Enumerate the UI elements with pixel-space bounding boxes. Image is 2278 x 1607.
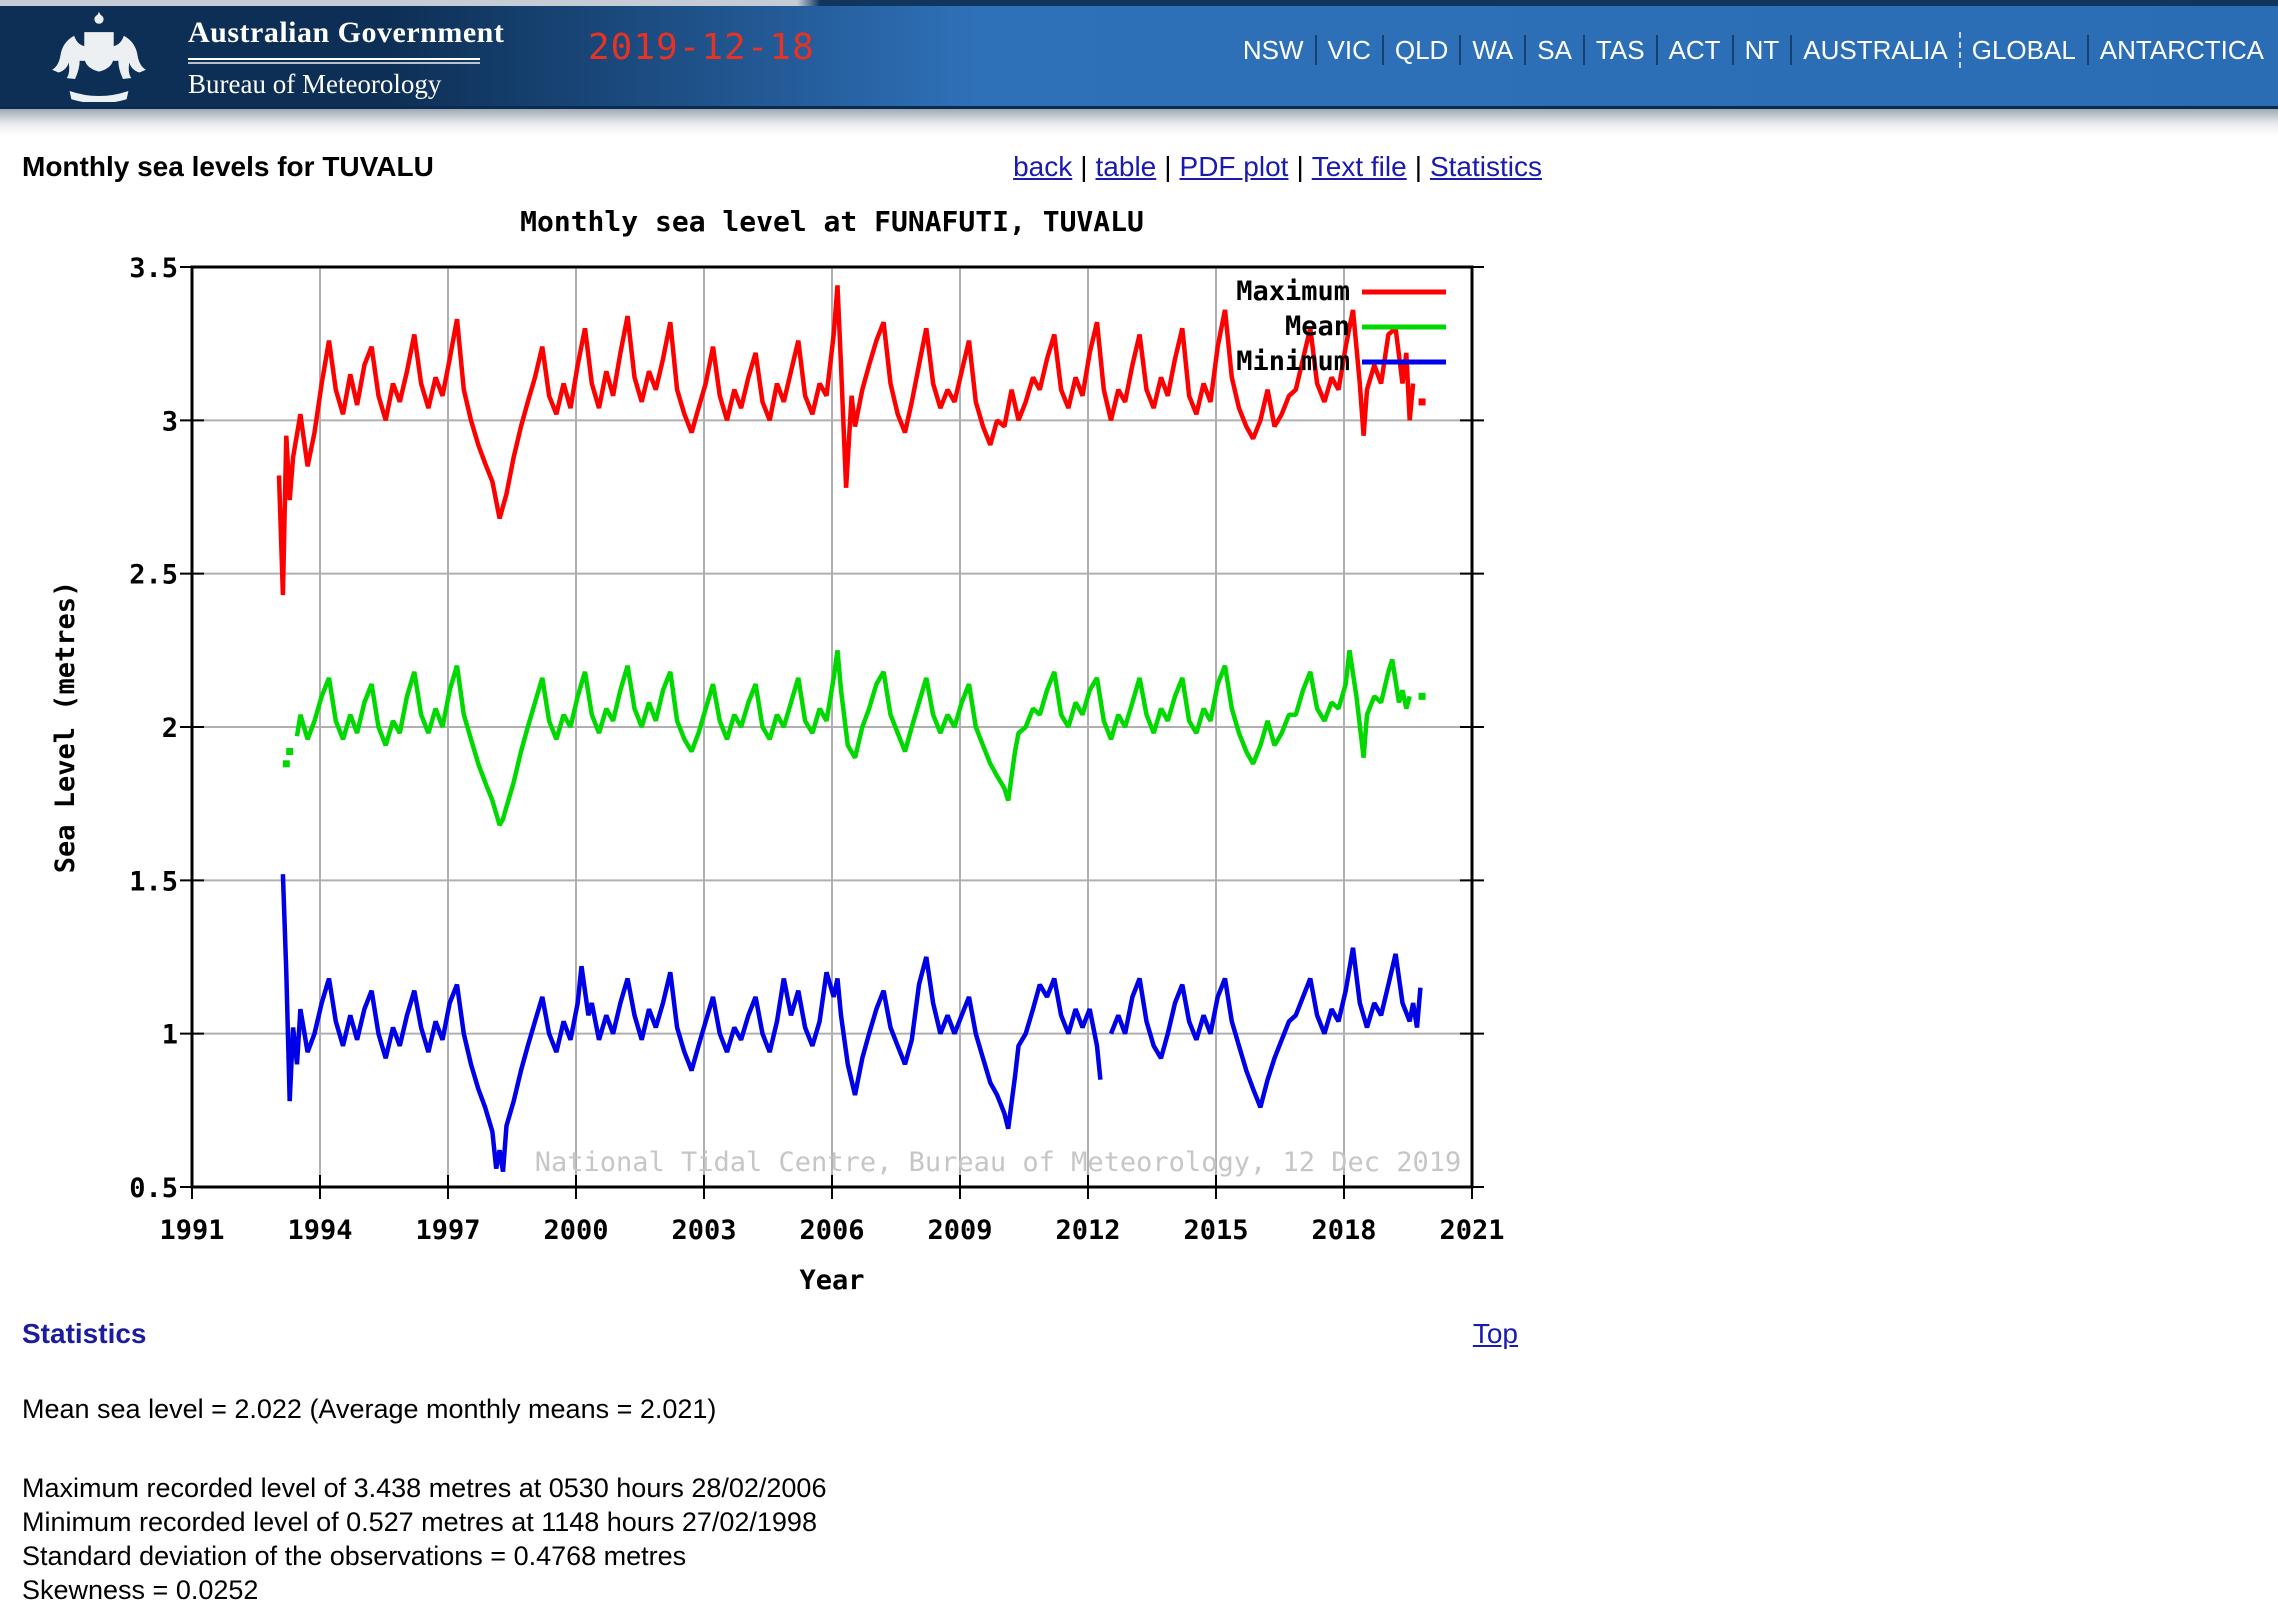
top-hairline-strip [0,0,2278,6]
x-tick-label: 2015 [1183,1215,1248,1246]
legend-label-mean: Mean [1285,311,1350,342]
nav-item-global[interactable]: GLOBAL [1971,34,2076,65]
gov-line2: Bureau of Meteorology [188,69,442,99]
sea-level-chart: Monthly sea level at FUNAFUTI, TUVALU 19… [22,187,1542,1312]
y-tick-label: 0.5 [129,1173,178,1204]
x-tick-label: 2018 [1311,1215,1376,1246]
link-separator: | [1164,151,1172,182]
x-tick-label: 2003 [671,1215,736,1246]
nav-item-qld[interactable]: QLD [1394,34,1449,65]
logo-divider [188,58,480,60]
y-tick-label: 3 [162,406,178,437]
statistics-detail-lines: Maximum recorded level of 3.438 metres a… [22,1471,1518,1607]
page-links: back | table | PDF plot | Text file | Statistics [1013,151,1542,183]
site-header: Australian Government Bureau of Meteorol… [0,6,2278,109]
table-link[interactable]: table [1095,151,1157,182]
nav-separator-dashed [1958,32,1961,68]
nav-separator [1655,35,1658,65]
mean-sea-level-line: Mean sea level = 2.022 (Average monthly … [22,1394,717,1424]
y-axis-label: Sea Level (metres) [50,581,81,874]
y-tick-label: 2.5 [129,560,178,591]
y-tick-label: 2 [162,713,178,744]
series-mean [282,649,1426,827]
pdf-plot-link[interactable]: PDF plot [1179,151,1289,182]
nav-separator [1582,35,1585,65]
series-maximum [276,285,1426,596]
statistics-section: Statistics Top Mean sea level = 2.022 (A… [22,1318,1518,1607]
y-tick-label: 1 [162,1020,178,1051]
nav-separator [1790,35,1793,65]
nav-item-australia[interactable]: AUSTRALIA [1803,34,1948,65]
statistics-header-row: Statistics Top [22,1318,1518,1350]
statistics-heading: Statistics [22,1318,147,1349]
chart-watermark: National Tidal Centre, Bureau of Meteoro… [535,1147,1462,1178]
coat-of-arms-icon [52,11,146,102]
x-tick-label: 2006 [799,1215,864,1246]
y-tick-label: 3.5 [129,253,178,284]
skewness-line: Skewness = 0.0252 [22,1575,259,1605]
nav-item-act[interactable]: ACT [1668,34,1721,65]
x-tick-label: 2012 [1055,1215,1120,1246]
x-tick-label: 2021 [1439,1215,1504,1246]
nav-separator [1459,35,1462,65]
header-fade-strip [0,109,2278,135]
legend-label-maximum: Maximum [1236,276,1350,307]
plot-axes: 1991 1994 1997 2000 2003 2006 2009 2012 2015 2018… [129,253,1504,1246]
title-row: Monthly sea levels for TUVALU back | table… [22,151,1542,183]
nav-item-tas[interactable]: TAS [1595,34,1645,65]
nav-separator [1314,35,1317,65]
nav-item-nsw[interactable]: NSW [1242,34,1304,65]
text-file-link[interactable]: Text file [1311,151,1407,182]
issue-date: 2019-12-18 [588,27,815,68]
chart-legend: Maximum Mean Minimum [1236,276,1446,377]
bom-logo[interactable]: Australian Government Bureau of Meteorol… [24,10,504,102]
logo-text: Australian Government Bureau of Meteorol… [188,10,504,102]
series-minimum [280,874,1423,1173]
nav-separator [1381,35,1384,65]
sea-level-plot-image: Monthly sea level at FUNAFUTI, TUVALU 19… [50,205,1505,1296]
nav-item-antarctica[interactable]: ANTARCTICA [2099,34,2264,65]
region-nav: NSW VIC QLD WA SA TAS ACT NT AUSTRALIA G… [1243,6,2264,94]
legend-label-minimum: Minimum [1236,346,1350,377]
x-tick-label: 2009 [927,1215,992,1246]
x-tick-label: 2000 [543,1215,608,1246]
nav-separator [1731,35,1734,65]
y-tick-label: 1.5 [129,866,178,897]
link-separator: | [1414,151,1422,182]
nav-separator [2086,35,2089,65]
link-separator: | [1080,151,1088,182]
nav-item-nt[interactable]: NT [1744,34,1780,65]
page-title: Monthly sea levels for TUVALU [22,151,434,182]
std-deviation-line: Standard deviation of the observations =… [22,1541,687,1571]
top-link[interactable]: Top [1472,1318,1518,1349]
x-tick-label: 1994 [287,1215,352,1246]
back-link[interactable]: back [1013,151,1073,182]
min-recorded-line: Minimum recorded level of 0.527 metres a… [22,1507,817,1537]
x-tick-label: 1991 [159,1215,224,1246]
statistics-link[interactable]: Statistics [1429,151,1542,182]
nav-item-wa[interactable]: WA [1472,34,1514,65]
nav-item-vic[interactable]: VIC [1327,34,1371,65]
plot-gridlines [192,267,1472,1187]
nav-item-sa[interactable]: SA [1537,34,1572,65]
nav-separator [1524,35,1527,65]
plot-series [276,285,1426,1173]
x-axis-label: Year [799,1265,864,1296]
max-recorded-line: Maximum recorded level of 3.438 metres a… [22,1473,827,1503]
chart-title: Monthly sea level at FUNAFUTI, TUVALU [520,205,1144,238]
link-separator: | [1296,151,1304,182]
gov-line1: Australian Government [188,16,505,49]
x-tick-label: 1997 [415,1215,480,1246]
main-content: Monthly sea levels for TUVALU back | table… [0,151,1542,1607]
